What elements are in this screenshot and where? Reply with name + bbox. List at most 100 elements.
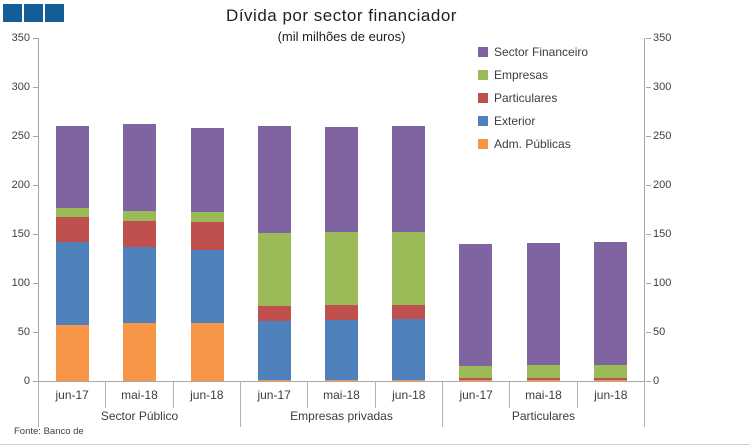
y-tick-label-left: 150 [11,228,30,240]
y-tick-mark [646,332,651,333]
y-tick-label-right: 50 [653,326,666,338]
bar-segment [593,365,627,379]
legend: Sector Financeiro Empresas Particulares Ext… [478,45,588,160]
category-label: jun-17 [38,382,105,408]
bar-segment [526,365,560,379]
y-tick-label-right: 250 [653,130,672,142]
title-block: Dívida por sector financiador (mil milhõ… [0,6,683,44]
bar-segment [325,127,358,233]
bar-segment [325,320,358,381]
stacked-bar [123,124,157,381]
legend-label: Exterior [494,114,536,128]
bar-group-2 [241,38,443,381]
y-tick-mark [646,234,651,235]
y-tick-label-left: 200 [11,179,30,191]
bar-segment [257,233,291,306]
bar-segment [56,207,90,218]
legend-item: Exterior [478,114,588,128]
bar-segment [392,126,426,233]
bar-segment [123,246,157,324]
bar-segment [593,241,627,366]
legend-item: Particulares [478,91,588,105]
bar-segment [257,305,291,322]
bar-segment [123,221,157,247]
y-tick-mark [33,87,38,88]
category-label: jun-18 [172,382,240,408]
y-tick-label-left: 50 [17,326,30,338]
bar-segment [190,249,224,324]
y-tick-mark [646,283,651,284]
category-label-row: jun-17 mai-18 jun-18 jun-17 mai-18 jun-18 jun-… [38,381,645,408]
category-label: mai-18 [105,382,172,408]
group-label: Particulares [442,408,645,427]
bar-segment [392,232,426,305]
y-tick-mark [646,381,651,382]
legend-swatch [478,70,488,80]
bar-segment [459,366,493,379]
bar-segment [190,222,224,250]
y-tick-label-left: 100 [11,277,30,289]
bar-segment [190,128,224,213]
bar-segment [190,212,224,223]
logo-squares [3,4,64,22]
y-tick-label-left: 350 [11,32,30,44]
bar-segment [325,232,358,305]
legend-item: Adm. Públicas [478,137,588,151]
stacked-bar [325,127,358,381]
bar-segment [392,304,426,320]
y-tick-label-left: 250 [11,130,30,142]
bar-segment [257,321,291,381]
y-tick-mark [646,185,651,186]
y-tick-label-right: 300 [653,81,672,93]
category-label: jun-18 [576,382,645,408]
legend-swatch [478,116,488,126]
logo-square [3,4,22,22]
chart-title: Dívida por sector financiador [226,6,457,25]
stacked-bar [56,126,90,381]
y-tick-label-left: 0 [23,375,30,387]
bar-segment [392,319,426,381]
legend-swatch [478,47,488,57]
y-tick-mark [33,136,38,137]
bar-segment [123,124,157,211]
stacked-bar [392,126,426,381]
plot-area [38,38,645,381]
bar-segment [56,241,90,326]
group-label: Sector Público [38,408,240,427]
bar-segment [526,380,560,381]
y-tick-mark [646,87,651,88]
category-label: jun-17 [239,382,307,408]
bar-segment [459,378,493,381]
legend-label: Empresas [494,68,549,82]
bar-segment [392,380,426,381]
bar-group-3 [442,38,644,381]
bar-segment [459,380,493,381]
stacked-bar [190,128,224,381]
y-tick-label-right: 100 [653,277,672,289]
stacked-bar [526,242,560,381]
stacked-bar [257,126,291,381]
bar-segment [56,325,90,381]
category-label: mai-18 [509,382,576,408]
group-label: Empresas privadas [240,408,442,427]
logo-square [45,4,64,22]
screenshot-bottom-edge [0,444,750,445]
bar-segment [56,126,90,208]
legend-swatch [478,139,488,149]
category-label: jun-17 [441,382,509,408]
logo-square [24,4,43,22]
bar-segment [56,217,90,242]
stacked-bar [459,243,493,381]
bar-segment [526,242,560,366]
bar-segment [325,380,358,381]
bar-segment [593,380,627,381]
stacked-bar [593,241,627,381]
bar-segment [123,323,157,381]
y-tick-label-left: 300 [11,81,30,93]
legend-label: Sector Financeiro [494,45,589,59]
category-axis: jun-17 mai-18 jun-18 jun-17 mai-18 jun-18 jun-… [38,381,645,427]
bar-segment [123,210,157,222]
legend-swatch [478,93,488,103]
legend-item: Empresas [478,68,588,82]
